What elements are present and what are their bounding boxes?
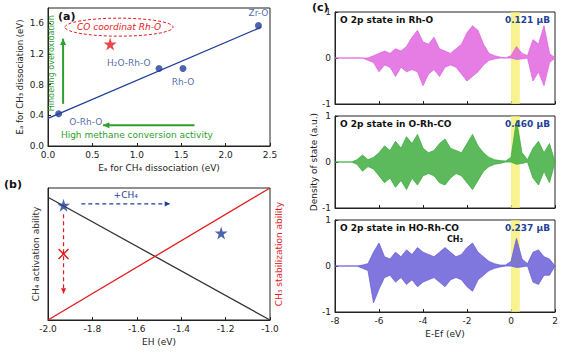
- svg-text:E-Ef (eV): E-Ef (eV): [425, 329, 464, 339]
- svg-text:0.237 μB: 0.237 μB: [505, 223, 550, 233]
- svg-text:1.0: 1.0: [130, 150, 145, 160]
- svg-text:2.5: 2.5: [263, 150, 277, 160]
- svg-text:-1.0: -1.0: [261, 324, 279, 334]
- svg-text:1: 1: [325, 215, 331, 225]
- svg-text:0.8: 0.8: [30, 80, 45, 90]
- svg-text:-6: -6: [375, 316, 384, 326]
- svg-text:0: 0: [325, 53, 331, 63]
- svg-text:Zr-O: Zr-O: [249, 8, 269, 18]
- svg-text:1.6: 1.6: [30, 18, 45, 28]
- svg-text:-8: -8: [331, 316, 340, 326]
- svg-text:CH₃ stabilization ability: CH₃ stabilization ability: [274, 201, 284, 306]
- svg-text:-1: -1: [322, 99, 331, 109]
- svg-text:Rh-O: Rh-O: [172, 77, 195, 87]
- svg-text:0.0: 0.0: [41, 150, 56, 160]
- svg-text:-1.6: -1.6: [128, 324, 146, 334]
- svg-text:1.5: 1.5: [174, 150, 188, 160]
- svg-text:-2: -2: [463, 316, 472, 326]
- svg-text:0: 0: [325, 157, 331, 167]
- svg-text:0.5: 0.5: [85, 150, 99, 160]
- svg-text:(c): (c): [312, 1, 329, 14]
- svg-text:(a): (a): [58, 10, 75, 23]
- svg-text:CH₃: CH₃: [447, 235, 464, 244]
- svg-text:2: 2: [552, 316, 558, 326]
- svg-text:Eₐ for CH₃ dissociation (eV): Eₐ for CH₃ dissociation (eV): [15, 20, 25, 135]
- svg-text:2.0: 2.0: [218, 150, 233, 160]
- svg-text:-1.4: -1.4: [172, 324, 190, 334]
- svg-text:Density of state (a.u.): Density of state (a.u.): [309, 113, 319, 211]
- svg-text:EH (eV): EH (eV): [142, 337, 176, 347]
- svg-text:Eₐ for CH₄ dissociation (eV): Eₐ for CH₄ dissociation (eV): [98, 163, 220, 173]
- svg-text:1.2: 1.2: [30, 49, 44, 59]
- svg-text:CO coordinat Rh-O: CO coordinat Rh-O: [77, 22, 161, 32]
- svg-text:-1: -1: [322, 203, 331, 213]
- svg-text:CH₄ activation ability: CH₄ activation ability: [31, 206, 41, 301]
- svg-text:-4: -4: [419, 316, 428, 326]
- svg-text:O 2p state in Rh-O: O 2p state in Rh-O: [340, 15, 434, 25]
- svg-text:(b): (b): [4, 178, 22, 191]
- svg-text:0: 0: [508, 316, 514, 326]
- svg-text:O 2p state in HO-Rh-CO: O 2p state in HO-Rh-CO: [340, 223, 459, 233]
- svg-text:H₂O-Rh-O: H₂O-Rh-O: [107, 58, 151, 68]
- svg-text:-1.8: -1.8: [84, 324, 102, 334]
- svg-text:Hindering overoxidation: Hindering overoxidation: [47, 15, 56, 111]
- svg-text:-1: -1: [322, 307, 331, 317]
- svg-text:+CH₄: +CH₄: [114, 190, 139, 200]
- svg-text:-1.2: -1.2: [217, 324, 235, 334]
- svg-text:0: 0: [325, 261, 331, 271]
- svg-text:High methane conversion activi: High methane conversion activity: [61, 130, 214, 140]
- svg-text:0.4: 0.4: [30, 110, 45, 120]
- svg-text:O-Rh-O: O-Rh-O: [69, 117, 102, 127]
- svg-text:0.460 μB: 0.460 μB: [505, 119, 550, 129]
- svg-text:O 2p state in O-Rh-CO: O 2p state in O-Rh-CO: [340, 119, 452, 129]
- svg-text:-2.0: -2.0: [39, 324, 57, 334]
- svg-text:1: 1: [325, 111, 331, 121]
- svg-text:0.121 μB: 0.121 μB: [505, 15, 550, 25]
- svg-text:0.0: 0.0: [29, 141, 44, 151]
